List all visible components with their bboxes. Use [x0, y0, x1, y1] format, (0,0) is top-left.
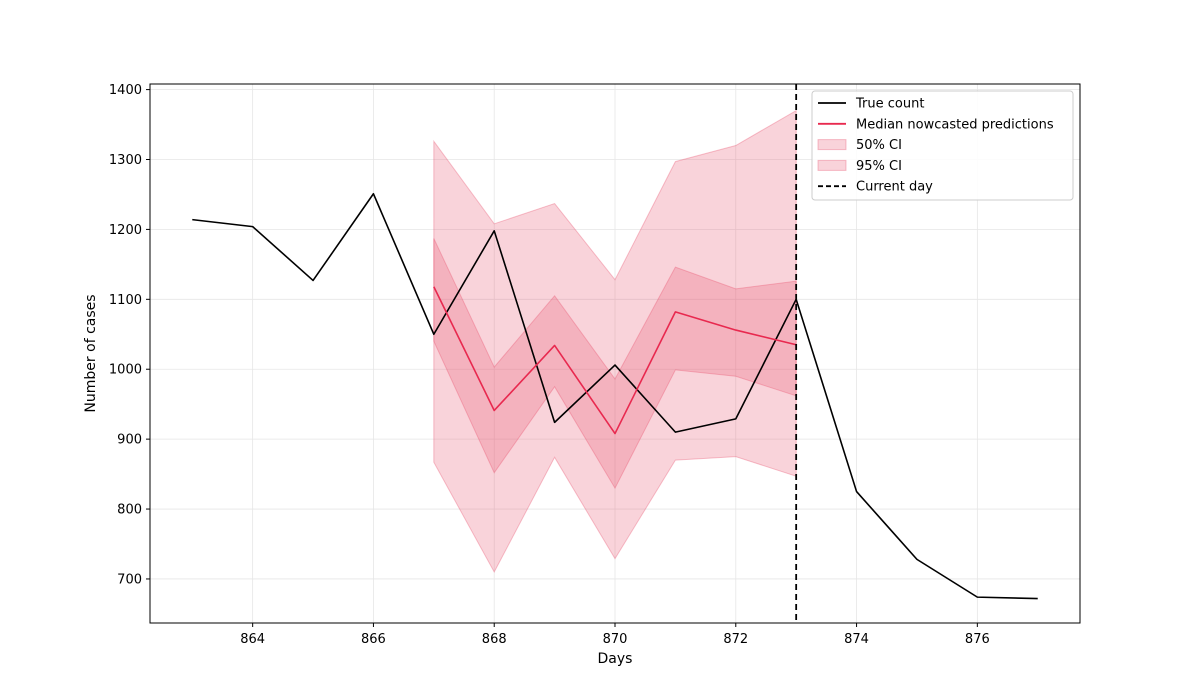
x-tick-label: 866	[361, 632, 386, 647]
legend-item-50-ci-swatch	[817, 139, 847, 151]
y-axis-label: Number of cases	[83, 294, 99, 412]
x-axis-ticks: 864 866 868 870 872 874 876	[240, 623, 990, 647]
legend-item-95-ci: 95% CI	[856, 159, 902, 174]
x-axis-label: Days	[598, 651, 633, 667]
series-lines	[192, 192, 1038, 600]
legend-box	[811, 90, 1074, 201]
legend-item-median: Median nowcasted predictions	[856, 117, 1054, 132]
y-tick-label: 800	[117, 503, 142, 518]
x-tick-label: 864	[240, 632, 265, 647]
y-tick-label: 1300	[109, 153, 142, 168]
series-true-count	[192, 192, 1038, 600]
y-tick-label: 900	[117, 433, 142, 448]
y-tick-label: 1400	[109, 83, 142, 98]
y-tick-label: 1200	[109, 223, 142, 238]
series-median-nowcast	[433, 286, 797, 435]
y-axis-ticks: 700 800 900 1000 1100 1200 1300 1400	[109, 83, 150, 587]
x-tick-label: 870	[603, 632, 628, 647]
y-tick-label: 1000	[109, 363, 142, 378]
legend-item-95-ci-swatch	[817, 159, 847, 171]
x-tick-label: 868	[482, 632, 507, 647]
x-tick-label: 876	[965, 632, 990, 647]
legend-item-50-ci: 50% CI	[856, 138, 902, 153]
legend: True count Median nowcasted predictions 50…	[811, 90, 1074, 201]
y-tick-label: 700	[117, 572, 142, 587]
x-tick-label: 874	[844, 632, 869, 647]
legend-item-true-count: True count	[855, 97, 924, 112]
x-tick-label: 872	[723, 632, 748, 647]
y-tick-label: 1100	[109, 293, 142, 308]
legend-item-current-day: Current day	[856, 180, 933, 195]
